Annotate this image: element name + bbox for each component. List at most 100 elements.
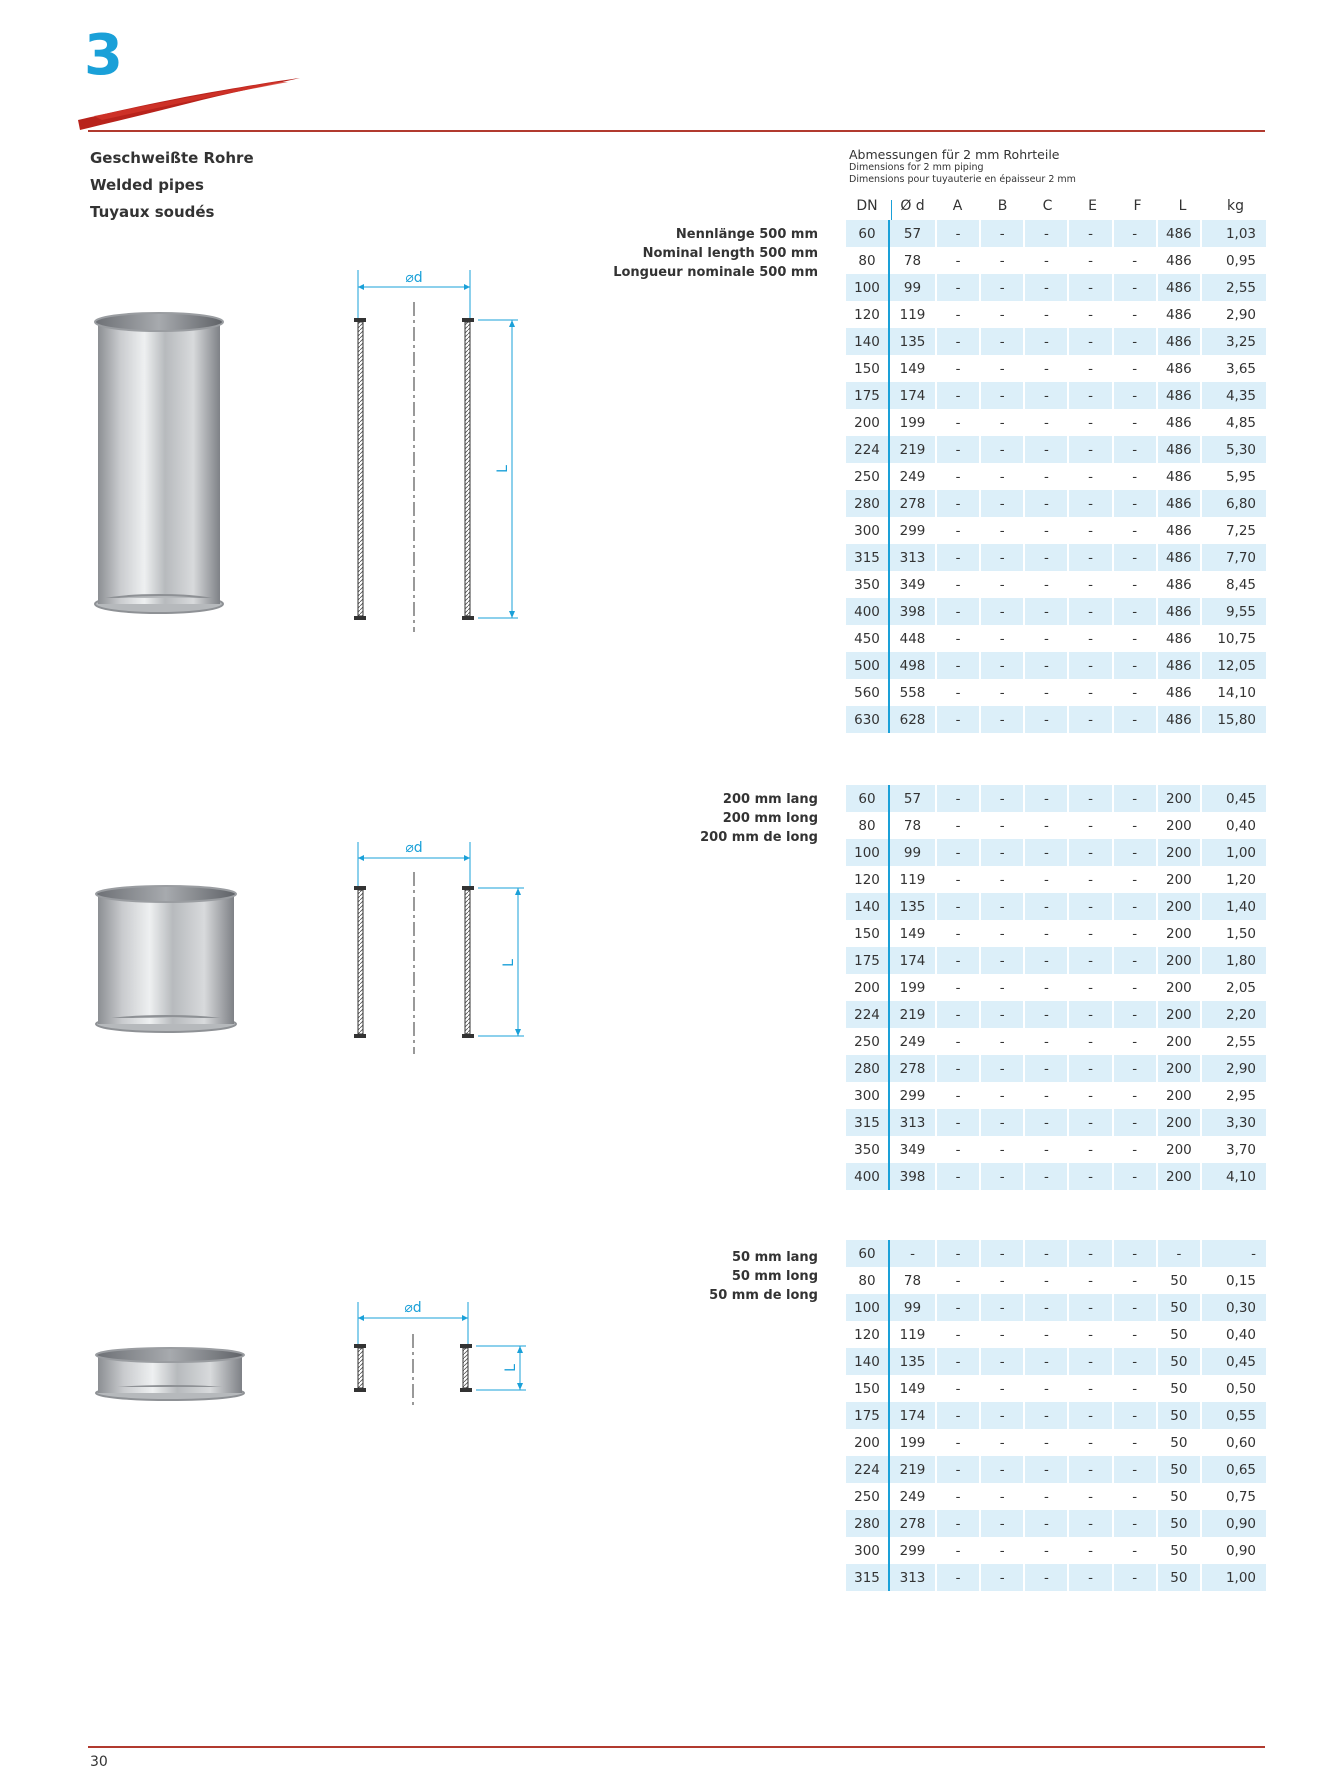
cell-f: - (1111, 1564, 1157, 1591)
cell-l: 50 (1155, 1510, 1201, 1537)
cell-c: - (1023, 220, 1069, 247)
cell-e: - (1067, 1136, 1113, 1163)
cell-kg: 0,65 (1200, 1456, 1266, 1483)
cell-a: - (934, 1564, 981, 1591)
cell-kg: 2,55 (1200, 274, 1266, 301)
cell-od: 57 (888, 220, 936, 247)
cell-e: - (1067, 1510, 1113, 1537)
table-row: 350 349- - - - -200 3,70 (846, 1136, 1266, 1163)
cell-e: - (1067, 947, 1113, 974)
cell-c: - (1023, 947, 1069, 974)
cell-b: - (979, 679, 1025, 706)
cell-l: 50 (1155, 1483, 1201, 1510)
cell-b: - (979, 1402, 1025, 1429)
cell-c: - (1023, 652, 1069, 679)
cell-od: 219 (888, 436, 936, 463)
cell-l: 200 (1155, 974, 1201, 1001)
cell-l: 486 (1155, 625, 1201, 652)
table-row: 350 349- - - - -486 8,45 (846, 571, 1266, 598)
cell-b: - (979, 839, 1025, 866)
cell-od: 99 (888, 1294, 936, 1321)
cell-f: - (1111, 301, 1157, 328)
cell-dn: 400 (846, 1163, 890, 1190)
cell-c: - (1023, 974, 1069, 1001)
cell-kg: 7,25 (1200, 517, 1266, 544)
cell-dn: 315 (846, 1564, 890, 1591)
cell-f: - (1111, 1055, 1157, 1082)
cell-e: - (1067, 1402, 1113, 1429)
cell-l: 200 (1155, 1055, 1201, 1082)
cell-f: - (1111, 947, 1157, 974)
cell-b: - (979, 274, 1025, 301)
table-row: 80 78- - - - -486 0,95 (846, 247, 1266, 274)
cell-a: - (934, 679, 981, 706)
cell-od: 78 (888, 1267, 936, 1294)
cell-dn: 280 (846, 1055, 890, 1082)
length-label: L (501, 959, 517, 967)
cell-f: - (1111, 571, 1157, 598)
cell-kg: 0,50 (1200, 1375, 1266, 1402)
cell-f: - (1111, 1375, 1157, 1402)
cell-c: - (1023, 893, 1069, 920)
cell-kg: 9,55 (1200, 598, 1266, 625)
cell-b: - (979, 1267, 1025, 1294)
dimensions-header: Abmessungen für 2 mm Rohrteile Dimension… (849, 147, 1076, 186)
cell-od: 174 (888, 1402, 936, 1429)
table-row: 175 174- - - - -50 0,55 (846, 1402, 1266, 1429)
cell-a: - (934, 1294, 981, 1321)
page-number: 30 (90, 1754, 108, 1770)
cell-f: - (1111, 706, 1157, 733)
cell-l: 486 (1155, 598, 1201, 625)
cell-b: - (979, 571, 1025, 598)
cell-l: 486 (1155, 382, 1201, 409)
cell-f: - (1111, 409, 1157, 436)
cell-b: - (979, 517, 1025, 544)
cell-a: - (934, 1537, 981, 1564)
cell-kg: 4,85 (1200, 409, 1266, 436)
note-en: 50 mm long (731, 1269, 818, 1284)
cell-e: - (1067, 598, 1113, 625)
cell-f: - (1111, 247, 1157, 274)
cell-dn: 315 (846, 544, 890, 571)
cell-a: - (934, 544, 981, 571)
cell-e: - (1067, 301, 1113, 328)
cell-l: 486 (1155, 571, 1201, 598)
cell-dn: 200 (846, 409, 890, 436)
brush-stroke-logo (78, 78, 300, 130)
table-row: 300 299- - - - -200 2,95 (846, 1082, 1266, 1109)
cell-od: 135 (888, 893, 936, 920)
cell-f: - (1111, 1321, 1157, 1348)
cell-f: - (1111, 785, 1157, 812)
cell-f: - (1111, 652, 1157, 679)
cell-od: 119 (888, 1321, 936, 1348)
cell-c: - (1023, 1294, 1069, 1321)
cell-b: - (979, 409, 1025, 436)
col-f: F (1133, 198, 1142, 214)
cell-a: - (934, 436, 981, 463)
cell-kg: 5,95 (1200, 463, 1266, 490)
cell-l: 486 (1155, 301, 1201, 328)
cell-c: - (1023, 920, 1069, 947)
cell-c: - (1023, 1510, 1069, 1537)
cell-kg: 0,95 (1200, 247, 1266, 274)
cell-kg: 1,40 (1200, 893, 1266, 920)
pipe-drawing-500: ⌀d L (354, 270, 518, 632)
cell-dn: 100 (846, 1294, 890, 1321)
cell-od: 299 (888, 517, 936, 544)
cell-od: 135 (888, 1348, 936, 1375)
cell-b: - (979, 1321, 1025, 1348)
note-de: 50 mm lang (731, 1250, 818, 1265)
cell-a: - (934, 571, 981, 598)
section-note-50: 50 mm lang 50 mm long 50 mm de long (709, 1248, 818, 1305)
table-row: 200 199- - - - -486 4,85 (846, 409, 1266, 436)
cell-l: 200 (1155, 1082, 1201, 1109)
cell-kg: 0,75 (1200, 1483, 1266, 1510)
cell-kg: - (1200, 1240, 1266, 1267)
cell-c: - (1023, 706, 1069, 733)
cell-c: - (1023, 1402, 1069, 1429)
cell-l: 200 (1155, 1109, 1201, 1136)
cell-c: - (1023, 839, 1069, 866)
cell-a: - (934, 1348, 981, 1375)
cell-l: - (1155, 1240, 1201, 1267)
table-row: 100 99- - - - -486 2,55 (846, 274, 1266, 301)
